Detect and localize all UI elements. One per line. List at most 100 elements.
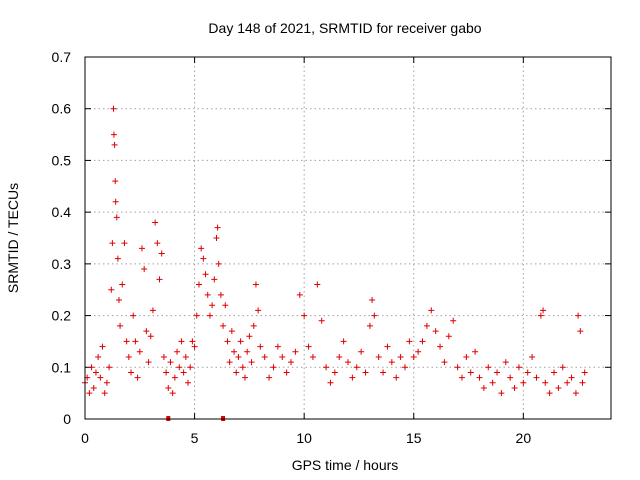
data-point — [143, 328, 150, 335]
data-point — [206, 312, 213, 319]
data-point — [419, 338, 426, 345]
data-point — [152, 219, 159, 226]
plot-frame — [84, 56, 612, 420]
data-point — [494, 369, 501, 376]
data-point — [163, 369, 170, 376]
data-point — [255, 307, 262, 314]
data-point — [167, 359, 174, 366]
data-point — [432, 328, 439, 335]
data-point — [542, 379, 549, 386]
data-point — [401, 364, 408, 371]
data-point — [537, 312, 544, 319]
data-point — [130, 312, 137, 319]
y-tick-label: 0.1 — [52, 359, 72, 375]
data-point — [95, 353, 102, 360]
x-tick-label: 10 — [296, 430, 312, 446]
data-point — [213, 235, 220, 241]
x-tick-label: 15 — [406, 430, 422, 446]
data-point — [217, 291, 224, 298]
data-point — [507, 374, 514, 381]
data-point — [121, 240, 128, 247]
data-point — [195, 281, 202, 288]
data-point — [119, 281, 126, 288]
data-points — [82, 105, 588, 421]
data-point — [388, 359, 395, 366]
data-point — [292, 348, 299, 355]
data-point — [112, 178, 119, 185]
data-point — [202, 271, 209, 278]
data-point — [215, 260, 222, 267]
x-tick-label: 5 — [191, 430, 199, 446]
data-point — [498, 390, 505, 397]
x-tick-label: 20 — [516, 430, 532, 446]
data-point — [309, 353, 316, 360]
data-point — [138, 245, 145, 252]
data-point — [371, 312, 378, 319]
y-tick-label: 0.6 — [52, 101, 72, 117]
data-point — [224, 338, 231, 345]
data-point — [568, 374, 575, 381]
data-point — [415, 348, 422, 355]
data-point — [180, 369, 187, 376]
data-point — [209, 302, 216, 309]
data-point — [540, 307, 547, 314]
data-point — [228, 328, 235, 335]
data-point — [117, 322, 124, 329]
data-point — [189, 338, 196, 345]
data-point — [369, 297, 376, 304]
data-point — [283, 369, 290, 376]
data-point — [314, 281, 321, 288]
data-point — [279, 353, 286, 360]
data-point — [579, 379, 586, 386]
chart-title: Day 148 of 2021, SRMTID for receiver gab… — [208, 20, 481, 36]
data-point — [520, 379, 527, 386]
data-point — [147, 333, 154, 340]
data-point — [248, 359, 255, 366]
y-tick-label: 0.2 — [52, 308, 72, 324]
data-point — [555, 384, 562, 391]
data-point — [252, 281, 259, 288]
data-point — [441, 359, 448, 366]
data-point — [472, 348, 479, 355]
data-point — [270, 364, 277, 371]
data-point — [171, 374, 178, 381]
data-point — [88, 364, 95, 371]
data-point — [191, 343, 198, 350]
data-point — [103, 379, 110, 386]
data-point — [463, 353, 470, 360]
y-tick-label: 0.4 — [52, 204, 72, 220]
data-point — [211, 276, 218, 283]
data-point — [485, 364, 492, 371]
data-point — [345, 359, 351, 366]
data-point — [445, 333, 452, 340]
data-point — [86, 390, 93, 397]
data-point — [524, 369, 531, 376]
data-point — [132, 338, 139, 345]
data-point — [428, 307, 435, 314]
data-point — [476, 374, 483, 381]
data-point — [125, 353, 132, 360]
data-point — [581, 369, 588, 376]
data-point — [454, 364, 461, 371]
data-point — [353, 364, 360, 371]
data-point — [111, 141, 118, 148]
data-point — [244, 348, 251, 355]
data-point — [274, 343, 281, 350]
data-point — [114, 255, 121, 262]
data-point — [529, 353, 536, 360]
y-axis-label: SRMTID / TECUs — [5, 183, 21, 293]
data-point — [106, 364, 113, 371]
data-point — [176, 364, 183, 371]
data-point — [288, 359, 295, 366]
data-point — [134, 374, 141, 381]
data-point — [239, 364, 246, 371]
y-tick-label: 0.7 — [52, 49, 72, 65]
data-point — [336, 353, 343, 360]
data-point — [169, 390, 176, 397]
data-point — [246, 333, 253, 340]
data-point — [90, 384, 97, 391]
data-point — [559, 364, 566, 371]
data-point — [575, 312, 582, 319]
data-point — [241, 374, 248, 381]
